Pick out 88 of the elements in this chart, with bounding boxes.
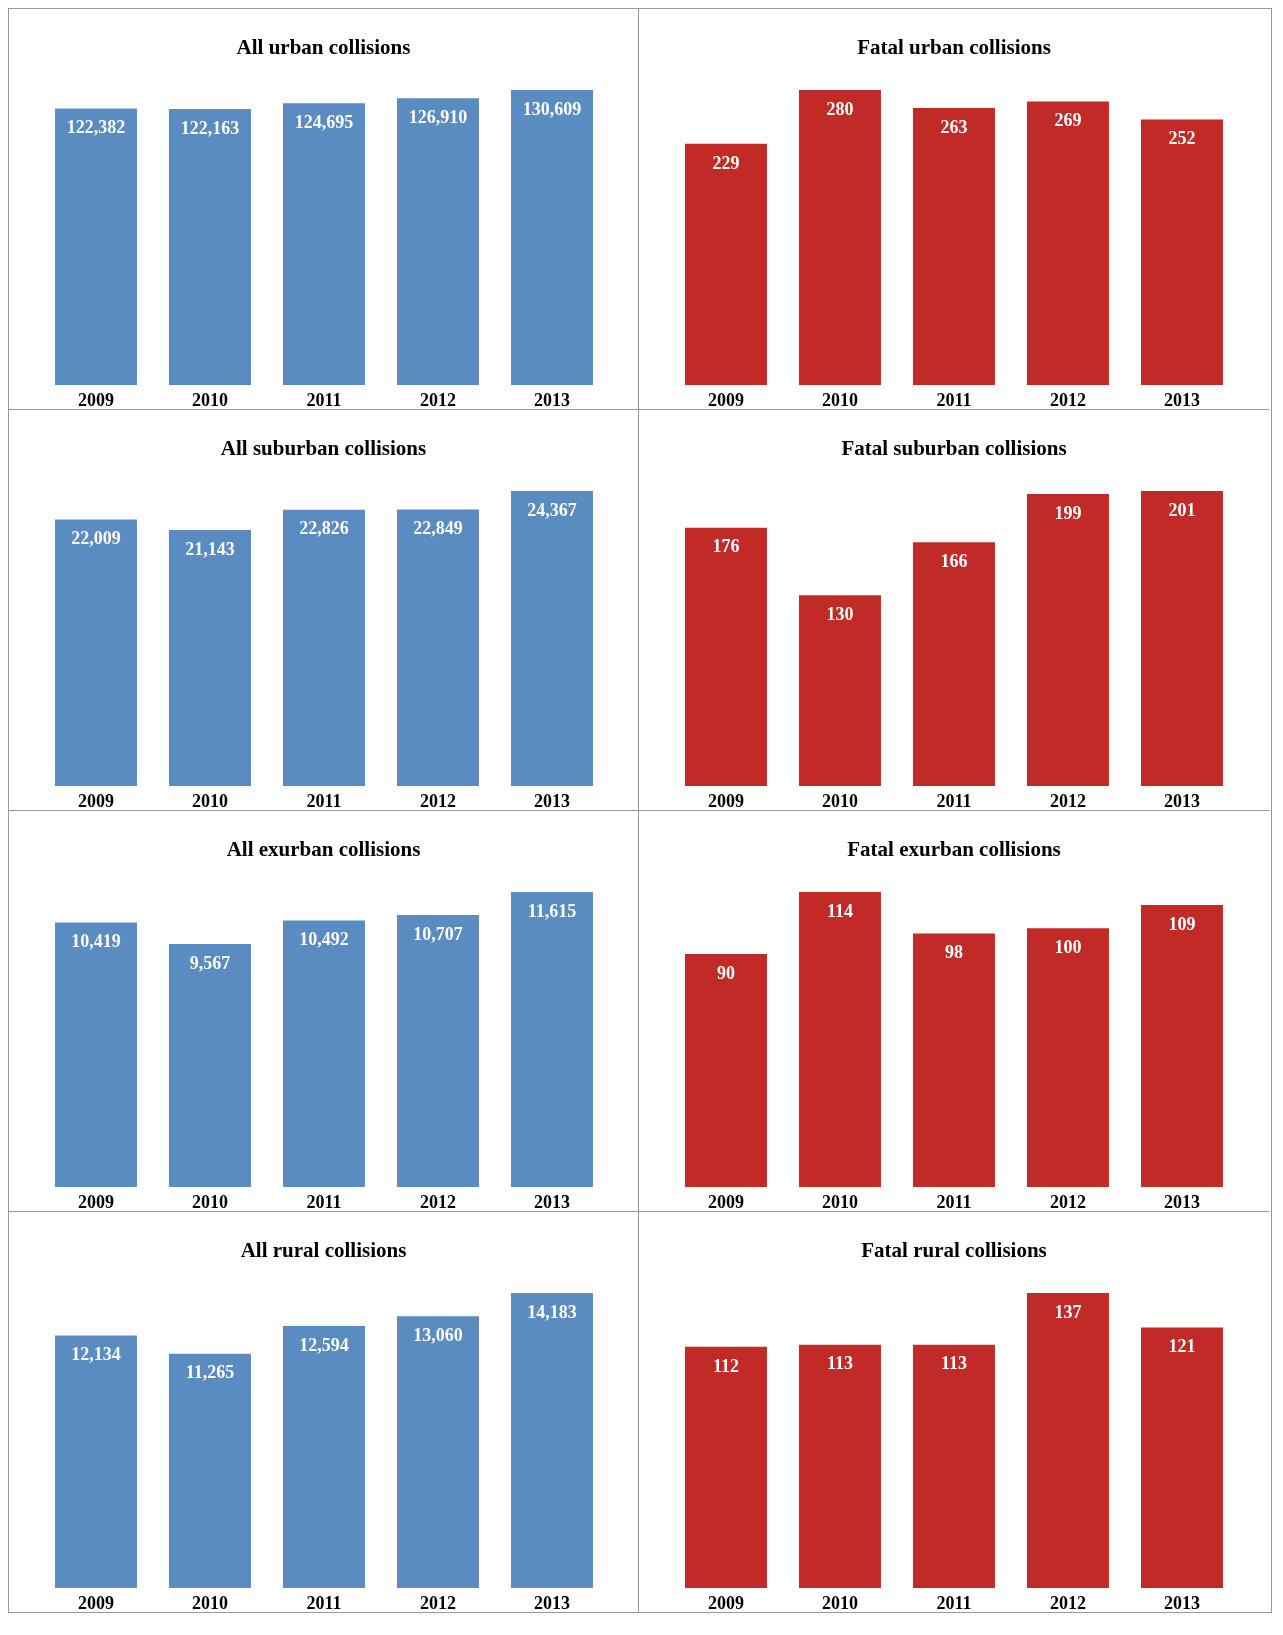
x-tick-label: 2011 <box>305 1191 342 1212</box>
data-label: 12,134 <box>70 1344 121 1365</box>
data-label: 252 <box>1168 128 1196 149</box>
chart-title: All rural collisions <box>240 1238 407 1263</box>
x-tick-label: 2012 <box>419 389 456 410</box>
data-label: 263 <box>940 116 968 137</box>
data-label: 13,060 <box>412 1325 463 1346</box>
data-label: 166 <box>940 551 968 572</box>
x-tick-label: 2009 <box>77 389 114 410</box>
x-tick-label: 2012 <box>1050 389 1086 410</box>
data-label: 130,609 <box>522 98 581 119</box>
x-tick-label: 2009 <box>77 1191 114 1212</box>
data-label: 113 <box>940 1353 967 1374</box>
x-tick-label: 2013 <box>1164 389 1200 410</box>
x-tick-label: 2010 <box>191 389 228 410</box>
x-tick-label: 2013 <box>533 1592 570 1613</box>
x-tick-label: 2012 <box>1050 1191 1086 1212</box>
x-tick-label: 2010 <box>822 1592 858 1613</box>
data-label: 269 <box>1054 110 1082 131</box>
data-label: 124,695 <box>294 112 353 133</box>
x-tick-label: 2011 <box>305 790 342 811</box>
data-label: 10,707 <box>412 923 463 944</box>
data-label: 11,265 <box>185 1362 234 1383</box>
data-label: 137 <box>1054 1301 1082 1322</box>
data-label: 22,826 <box>298 518 349 539</box>
data-label: 11,615 <box>527 900 576 921</box>
chart-title: Fatal urban collisions <box>857 35 1051 60</box>
chart-title: All urban collisions <box>236 35 411 60</box>
x-tick-label: 2013 <box>1164 1592 1200 1613</box>
x-tick-label: 2011 <box>936 790 972 811</box>
data-label: 10,419 <box>70 931 121 952</box>
data-label: 109 <box>1168 913 1196 934</box>
x-tick-label: 2012 <box>419 790 456 811</box>
data-label: 114 <box>826 900 853 921</box>
data-label: 122,163 <box>180 117 239 138</box>
data-label: 130 <box>826 603 854 624</box>
x-tick-label: 2012 <box>1050 1592 1086 1613</box>
x-tick-label: 2009 <box>77 790 114 811</box>
data-label: 126,910 <box>408 107 467 128</box>
x-tick-label: 2012 <box>1050 790 1086 811</box>
x-tick-label: 2011 <box>305 1592 342 1613</box>
x-tick-label: 2012 <box>419 1592 456 1613</box>
x-tick-label: 2011 <box>936 1191 972 1212</box>
data-label: 113 <box>826 1353 853 1374</box>
chart-title: Fatal rural collisions <box>861 1238 1047 1263</box>
chart-title: Fatal exurban collisions <box>847 837 1061 862</box>
x-tick-label: 2013 <box>533 1191 570 1212</box>
x-tick-label: 2011 <box>936 1592 972 1613</box>
x-tick-label: 2013 <box>533 790 570 811</box>
x-tick-label: 2011 <box>936 389 972 410</box>
chart-title: All suburban collisions <box>220 436 427 461</box>
x-tick-label: 2009 <box>77 1592 114 1613</box>
data-label: 14,183 <box>526 1301 577 1322</box>
chart-title: Fatal suburban collisions <box>841 436 1067 461</box>
chart-title: All exurban collisions <box>226 837 421 862</box>
data-label: 22,009 <box>70 528 121 549</box>
data-label: 201 <box>1168 499 1196 520</box>
x-tick-label: 2013 <box>1164 1191 1200 1212</box>
x-tick-label: 2013 <box>533 389 570 410</box>
data-label: 122,382 <box>66 117 125 138</box>
x-tick-label: 2010 <box>191 1592 228 1613</box>
x-tick-label: 2009 <box>708 790 744 811</box>
x-tick-label: 2009 <box>708 1191 744 1212</box>
x-tick-label: 2010 <box>822 790 858 811</box>
data-label: 24,367 <box>526 499 577 520</box>
data-label: 280 <box>826 98 854 119</box>
data-label: 112 <box>712 1355 739 1376</box>
data-label: 12,594 <box>298 1334 349 1355</box>
data-label: 9,567 <box>189 952 230 973</box>
data-label: 90 <box>716 962 735 983</box>
data-label: 121 <box>1168 1336 1196 1357</box>
x-tick-label: 2011 <box>305 389 342 410</box>
data-label: 22,849 <box>412 518 463 539</box>
x-tick-label: 2012 <box>419 1191 456 1212</box>
data-label: 21,143 <box>184 538 235 559</box>
x-tick-label: 2010 <box>822 389 858 410</box>
data-label: 98 <box>944 942 963 963</box>
data-label: 229 <box>712 152 740 173</box>
data-label: 100 <box>1054 937 1082 958</box>
x-tick-label: 2010 <box>191 1191 228 1212</box>
x-tick-label: 2010 <box>191 790 228 811</box>
x-tick-label: 2009 <box>708 389 744 410</box>
x-tick-label: 2009 <box>708 1592 744 1613</box>
data-label: 176 <box>712 536 740 557</box>
data-label: 10,492 <box>298 929 349 950</box>
x-tick-label: 2010 <box>822 1191 858 1212</box>
data-label: 199 <box>1054 502 1082 523</box>
x-tick-label: 2013 <box>1164 790 1200 811</box>
